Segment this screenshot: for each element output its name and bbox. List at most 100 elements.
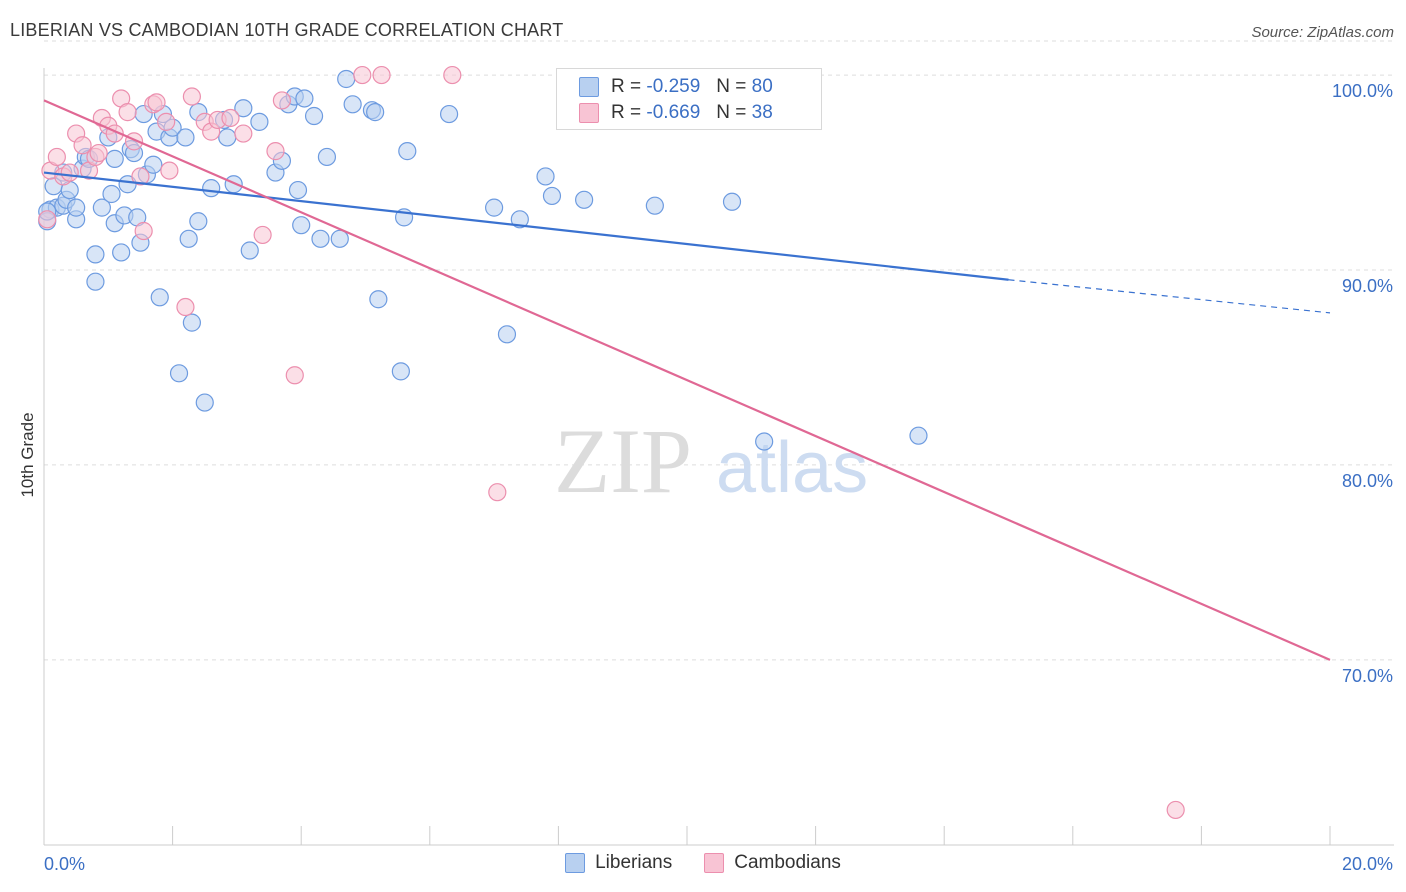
liberian-point bbox=[304, 106, 324, 126]
legend-row-liberians: R = -0.259 N = 80 bbox=[579, 75, 773, 99]
cambodian-point bbox=[372, 65, 391, 85]
cambodian-point bbox=[234, 124, 253, 143]
legend-label-cambodians: Cambodians bbox=[734, 852, 841, 873]
cambodian-point bbox=[160, 161, 179, 180]
liberian-point bbox=[86, 245, 105, 264]
liberian-point bbox=[102, 184, 121, 204]
cambodians-trend-line bbox=[43, 99, 1331, 661]
legend-r-label: R = bbox=[611, 76, 642, 97]
liberian-point bbox=[909, 426, 928, 445]
liberian-point bbox=[288, 180, 308, 200]
watermark: ZIP atlas bbox=[554, 410, 868, 512]
source-label: Source: ZipAtlas.com bbox=[1251, 24, 1394, 41]
liberian-point bbox=[510, 210, 529, 229]
y-tick-labels: 100.0% 90.0% 80.0% 70.0% bbox=[1332, 81, 1393, 686]
legend-item-liberians[interactable]: Liberians bbox=[565, 852, 672, 874]
liberian-point bbox=[575, 190, 594, 209]
legend-r-value: -0.259 bbox=[646, 76, 701, 97]
liberian-point bbox=[337, 69, 356, 89]
liberian-point bbox=[169, 364, 189, 383]
liberians-trend-extension bbox=[1008, 279, 1331, 314]
y-tick-label: 90.0% bbox=[1342, 276, 1393, 296]
legend-label-liberians: Liberians bbox=[595, 852, 673, 873]
cambodian-point bbox=[47, 147, 66, 167]
liberian-point bbox=[218, 128, 237, 147]
liberian-point bbox=[391, 362, 410, 381]
legend-r-label: R = bbox=[611, 102, 642, 123]
cambodian-point bbox=[285, 366, 304, 385]
liberian-point bbox=[189, 212, 208, 231]
cambodian-point bbox=[134, 221, 153, 241]
liberian-point bbox=[343, 95, 362, 114]
legend-n-label: N = bbox=[716, 76, 747, 97]
trend-lines bbox=[43, 99, 1331, 661]
series-legend: Liberians Cambodians bbox=[0, 852, 1406, 874]
cambodian-point bbox=[73, 136, 92, 155]
liberian-point bbox=[722, 192, 742, 211]
liberian-point bbox=[150, 288, 169, 307]
liberian-point bbox=[317, 147, 337, 167]
liberian-point bbox=[92, 198, 111, 217]
cambodians-swatch-icon bbox=[579, 103, 599, 123]
liberian-point bbox=[182, 313, 201, 332]
cambodian-point bbox=[182, 87, 201, 106]
liberian-point bbox=[234, 99, 253, 118]
liberian-point bbox=[542, 186, 562, 206]
watermark-atlas: atlas bbox=[716, 428, 868, 508]
cambodian-point bbox=[221, 108, 240, 128]
cambodian-point bbox=[266, 142, 285, 161]
liberian-point bbox=[86, 272, 105, 291]
legend-n-value: 38 bbox=[751, 102, 773, 123]
liberian-point bbox=[497, 325, 517, 344]
legend-item-cambodians[interactable]: Cambodians bbox=[704, 852, 841, 874]
liberian-point bbox=[485, 198, 504, 217]
watermark-zip: ZIP bbox=[554, 410, 692, 512]
data-points bbox=[38, 65, 1185, 820]
liberian-point bbox=[144, 155, 163, 174]
liberians-trend-line bbox=[43, 171, 1009, 281]
liberian-point bbox=[224, 175, 243, 194]
cambodian-point bbox=[118, 103, 137, 122]
legend-r-value: -0.669 bbox=[646, 102, 701, 123]
x-tick-label-max: 20.0% bbox=[1342, 854, 1393, 874]
axes bbox=[43, 68, 1394, 846]
y-tick-label: 70.0% bbox=[1342, 666, 1393, 686]
legend-n-label: N = bbox=[716, 102, 747, 123]
liberian-point bbox=[195, 393, 214, 412]
liberian-point bbox=[240, 241, 259, 260]
cambodian-point bbox=[488, 483, 507, 502]
liberian-point bbox=[67, 198, 86, 217]
liberians-swatch-icon bbox=[579, 77, 599, 97]
liberian-point bbox=[112, 243, 131, 262]
liberian-point bbox=[250, 112, 269, 131]
liberian-point bbox=[536, 167, 555, 186]
liberian-point bbox=[366, 103, 385, 122]
cambodian-point bbox=[353, 65, 372, 85]
liberian-point bbox=[176, 128, 195, 147]
cambodian-point bbox=[443, 65, 462, 85]
x-tick-label-min: 0.0% bbox=[44, 854, 85, 874]
cambodian-point bbox=[38, 210, 57, 229]
liberian-point bbox=[330, 229, 349, 248]
liberian-point bbox=[439, 104, 459, 124]
legend-row-cambodians: R = -0.669 N = 38 bbox=[579, 101, 773, 125]
stats-legend: R = -0.259 N = 80 R = -0.669 N = 38 bbox=[556, 68, 822, 130]
chart-title: LIBERIAN VS CAMBODIAN 10TH GRADE CORRELA… bbox=[10, 20, 564, 40]
cambodian-point bbox=[131, 167, 150, 186]
cambodian-point bbox=[60, 163, 79, 182]
liberian-point bbox=[398, 142, 417, 161]
liberian-point bbox=[105, 149, 124, 168]
cambodian-point bbox=[1166, 800, 1185, 820]
cambodians-legend-icon bbox=[704, 853, 725, 873]
cambodian-point bbox=[253, 225, 272, 245]
cambodian-point bbox=[272, 91, 292, 110]
liberian-point bbox=[202, 179, 221, 198]
liberian-point bbox=[755, 432, 774, 451]
cambodian-point bbox=[157, 112, 176, 131]
liberian-point bbox=[295, 89, 314, 108]
cambodian-point bbox=[176, 297, 195, 317]
liberian-point bbox=[292, 216, 311, 235]
cambodian-point bbox=[89, 143, 108, 163]
